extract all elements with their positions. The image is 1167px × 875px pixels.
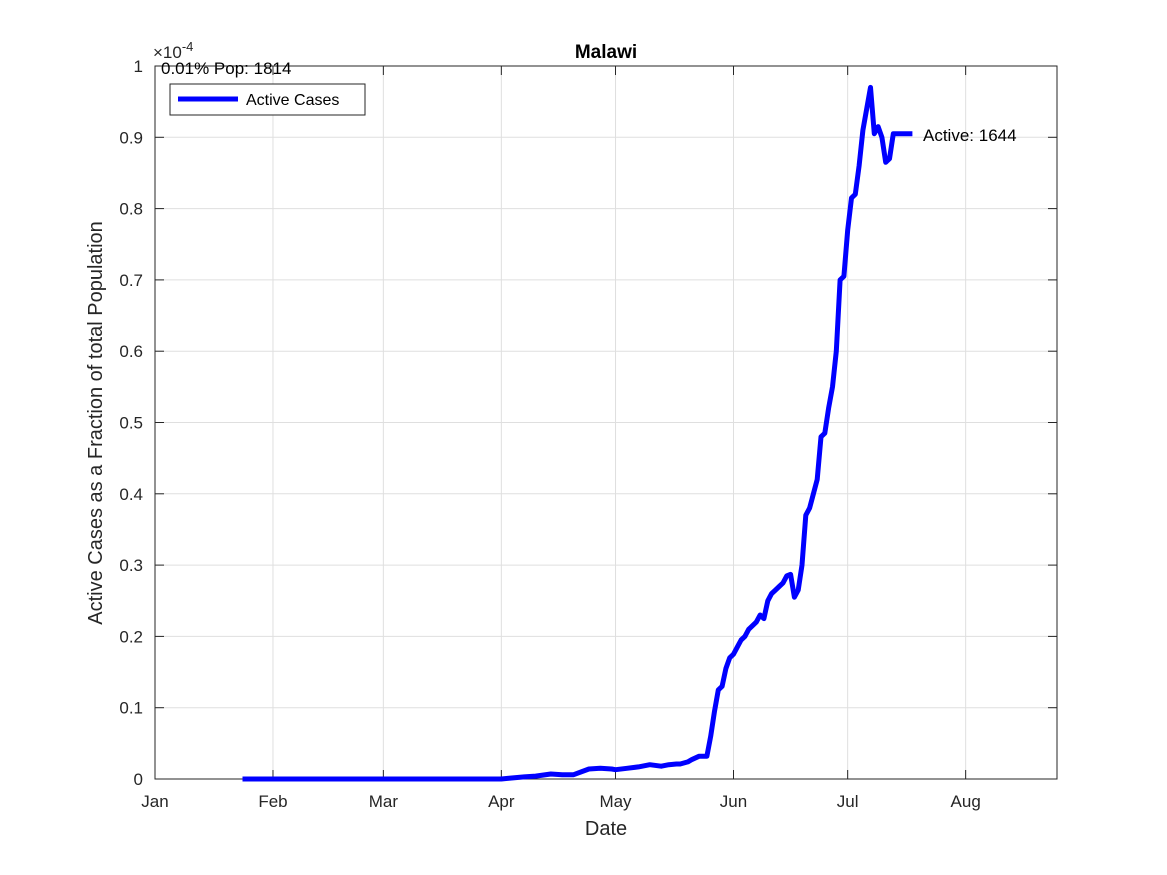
x-tick-label: Jun (720, 792, 747, 811)
y-exponent-base: ×10 (153, 43, 182, 62)
y-tick-label: 1 (134, 57, 143, 76)
y-exponent-power: -4 (182, 39, 194, 54)
x-tick-label: Jul (837, 792, 859, 811)
y-tick-label: 0.6 (119, 342, 143, 361)
x-axis-title: Date (585, 818, 627, 840)
y-exponent-label: ×10-4 (153, 39, 193, 62)
x-tick-label: Apr (488, 792, 515, 811)
y-tick-label: 0.1 (119, 699, 143, 718)
y-tick-label: 0.5 (119, 414, 143, 433)
y-tick-label: 0.8 (119, 200, 143, 219)
series-line-active-cases (242, 84, 913, 782)
x-tick-label: Aug (951, 792, 981, 811)
x-tick-label: May (599, 792, 632, 811)
y-tick-label: 0.3 (119, 556, 143, 575)
y-tick-label: 0.4 (119, 485, 143, 504)
x-tick-label: Feb (258, 792, 287, 811)
y-axis-title: Active Cases as a Fraction of total Popu… (85, 221, 107, 625)
legend-entry-active-cases: Active Cases (246, 92, 339, 109)
chart-title: Malawi (575, 42, 637, 63)
y-tick-label: 0.7 (119, 271, 143, 290)
y-tick-label: 0.2 (119, 627, 143, 646)
x-tick-label: Jan (141, 792, 168, 811)
y-tick-label: 0 (134, 770, 143, 789)
grid (154, 65, 1057, 780)
legend: Active Cases (169, 83, 366, 116)
population-annotation: 0.01% Pop: 1814 (161, 59, 291, 78)
x-tick-label: Mar (369, 792, 399, 811)
active-annotation: Active: 1644 (923, 126, 1017, 145)
y-tick-label: 0.9 (119, 128, 143, 147)
ticks: Jan Feb Mar Apr May Jun Jul Aug 0 0.1 0.2 0.3 0.4 0.5… (119, 57, 1057, 811)
series-layer (242, 84, 913, 782)
